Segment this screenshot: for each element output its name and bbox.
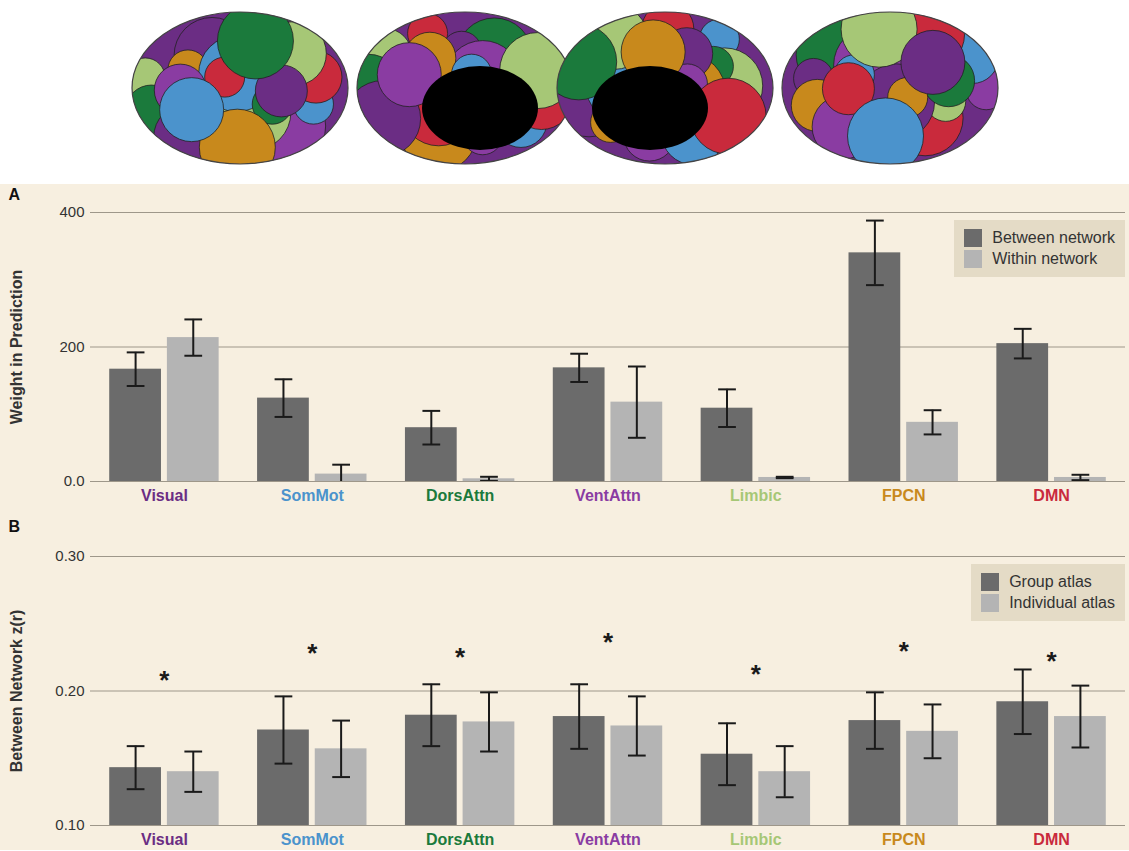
svg-text:Limbic: Limbic — [730, 487, 782, 504]
svg-text:*: * — [899, 636, 910, 666]
svg-text:*: * — [603, 627, 614, 657]
svg-text:200: 200 — [59, 338, 84, 355]
svg-text:Weight in Prediction: Weight in Prediction — [8, 270, 25, 424]
svg-text:Limbic: Limbic — [730, 831, 782, 848]
svg-text:*: * — [1047, 646, 1058, 676]
svg-text:*: * — [751, 659, 762, 689]
svg-text:0.20: 0.20 — [55, 682, 84, 699]
html-text:Within network: Within network — [992, 250, 1098, 267]
svg-text:B: B — [9, 518, 21, 535]
svg-text:0.30: 0.30 — [55, 547, 84, 564]
svg-text:Visual: Visual — [141, 487, 188, 504]
svg-text:SomMot: SomMot — [281, 487, 345, 504]
svg-text:0.10: 0.10 — [55, 816, 84, 833]
svg-text:Visual: Visual — [141, 831, 188, 848]
html-text:Individual atlas: Individual atlas — [1009, 594, 1115, 611]
svg-text:DorsAttn: DorsAttn — [426, 831, 494, 848]
svg-text:0.0: 0.0 — [64, 472, 85, 489]
html-text:Between network: Between network — [992, 229, 1115, 246]
svg-text:*: * — [307, 638, 318, 668]
svg-text:DorsAttn: DorsAttn — [426, 487, 494, 504]
svg-text:*: * — [159, 665, 170, 695]
svg-text:DMN: DMN — [1033, 831, 1069, 848]
svg-text:VentAttn: VentAttn — [575, 831, 641, 848]
svg-text:FPCN: FPCN — [882, 831, 926, 848]
svg-text:Between Network z(r): Between Network z(r) — [8, 610, 25, 773]
svg-text:VentAttn: VentAttn — [575, 487, 641, 504]
svg-text:400: 400 — [59, 203, 84, 220]
svg-text:DMN: DMN — [1033, 487, 1069, 504]
html-text:Group atlas: Group atlas — [1009, 573, 1092, 590]
svg-text:A: A — [9, 186, 21, 203]
svg-text:*: * — [455, 642, 466, 672]
svg-text:SomMot: SomMot — [281, 831, 345, 848]
svg-text:FPCN: FPCN — [882, 487, 926, 504]
